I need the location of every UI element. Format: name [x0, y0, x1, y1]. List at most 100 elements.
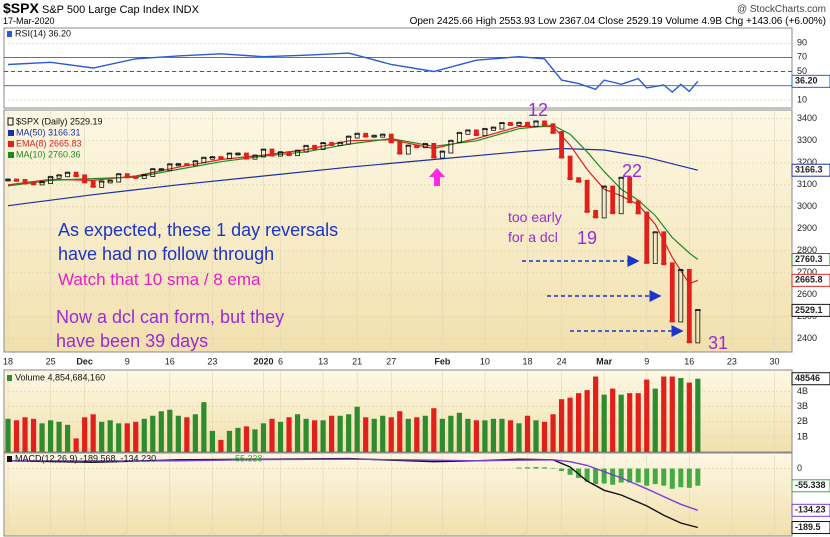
price-bar	[286, 151, 292, 157]
x-tick-label: Mar	[596, 356, 613, 366]
value-tag-label: 2760.3	[795, 254, 823, 264]
annotation: Watch that 10 sma / 8 ema	[58, 270, 261, 289]
price-bar	[661, 231, 667, 266]
price-bar	[593, 210, 599, 219]
value-tag-label: 2665.8	[795, 275, 823, 285]
price-bar	[678, 268, 684, 323]
price-bar	[525, 121, 530, 127]
volume-bar	[56, 421, 62, 452]
volume-bar	[5, 418, 11, 452]
volume-bar	[13, 420, 20, 452]
y-tick-label: 3000	[797, 201, 817, 211]
y-tick-label: 2400	[797, 333, 817, 343]
series-line	[7, 124, 699, 260]
histogram-bar	[533, 467, 539, 469]
price-bar	[201, 156, 207, 164]
x-tick-label: 9	[644, 356, 649, 366]
volume-bar	[141, 418, 147, 452]
histogram-bar	[644, 468, 650, 486]
value-tag-label: -189.5	[795, 522, 821, 532]
price-bar	[439, 150, 445, 159]
macd-panel	[3, 452, 793, 537]
volume-bar	[294, 414, 301, 452]
volume-bar	[414, 417, 420, 452]
value-tag	[791, 503, 830, 517]
volume-bar	[269, 418, 275, 452]
price-bar	[686, 268, 692, 344]
value-tag-label: 2529.1	[795, 305, 823, 315]
volume-bar	[635, 393, 641, 452]
histogram-bar	[584, 468, 590, 482]
histogram-bar	[618, 468, 624, 483]
volume-bar	[541, 421, 548, 452]
volume-bar	[99, 421, 105, 452]
x-tick-label: 23	[207, 356, 217, 366]
price-bar	[252, 154, 258, 160]
volume-bar	[499, 418, 505, 452]
price-bar	[669, 262, 675, 323]
volume-bar	[405, 418, 411, 452]
volume-bar	[371, 418, 377, 452]
price-bar	[48, 175, 53, 185]
histogram-bar	[695, 468, 701, 486]
volume-bar	[22, 417, 28, 452]
panel-title: Volume 4,854,684,160	[15, 372, 105, 382]
price-bar	[618, 176, 624, 215]
annotation: 22	[622, 161, 642, 181]
volume-bar	[218, 439, 224, 452]
histogram-bar	[542, 467, 548, 469]
value-tag	[791, 253, 830, 267]
volume-bar	[448, 415, 454, 452]
volume-bar	[65, 424, 71, 452]
volume-bar	[576, 393, 582, 452]
price-bar	[56, 174, 62, 179]
volume-bar	[107, 420, 113, 452]
price-bar	[73, 171, 79, 178]
annotation: have been 39 days	[56, 331, 208, 351]
price-bar	[320, 142, 326, 150]
volume-bar	[90, 414, 96, 452]
price-bar	[542, 120, 547, 127]
price-bar	[329, 142, 335, 146]
volume-bar	[473, 420, 480, 452]
volume-bar	[235, 427, 241, 452]
price-bar	[516, 121, 522, 126]
price-bar	[695, 308, 701, 344]
volume-bar	[618, 394, 624, 452]
histogram-bar	[593, 468, 599, 485]
volume-bar	[329, 415, 335, 452]
y-tick-label: 90	[797, 38, 807, 48]
volume-bar	[260, 423, 267, 452]
volume-bar	[584, 390, 590, 452]
value-tag-label: -134.23	[795, 505, 826, 515]
price-bar	[150, 168, 156, 177]
histogram-bar	[567, 468, 573, 475]
histogram-bar	[669, 468, 675, 489]
volume-bar	[669, 376, 675, 452]
volume-bar	[397, 411, 403, 452]
x-tick-label: 30	[769, 356, 779, 366]
price-bar	[576, 177, 582, 183]
price-bar	[610, 185, 616, 215]
x-tick-label: 9	[125, 356, 130, 366]
price-bar	[346, 135, 352, 145]
arrows	[429, 168, 684, 337]
price-bar	[508, 122, 513, 126]
symbol: $SPX	[3, 0, 39, 16]
volume-bar	[346, 414, 352, 452]
legend-label: $SPX (Daily) 2529.19	[16, 116, 103, 126]
price-bar	[99, 180, 105, 188]
series-line	[7, 458, 699, 511]
volume-bar	[133, 421, 139, 452]
volume-bar	[47, 420, 54, 452]
volume-bar	[610, 388, 616, 452]
price-bar	[295, 149, 300, 157]
x-tick-label: 24	[557, 356, 567, 366]
price-bar	[431, 142, 437, 159]
price-bar	[533, 120, 539, 127]
volume-bar	[175, 415, 181, 452]
volume-bar	[533, 420, 539, 452]
volume-bar	[482, 420, 488, 452]
